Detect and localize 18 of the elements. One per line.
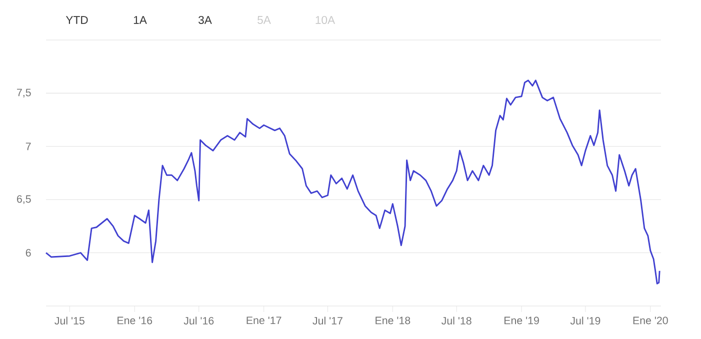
x-tick-label: Ene '16 (118, 316, 152, 324)
x-tick-label: Ene '18 (376, 316, 410, 324)
x-tick-label: Ene '20 (633, 316, 668, 324)
y-tick-label: 6,5 (17, 195, 31, 204)
text: YTD (66, 16, 88, 24)
x-tick-label: Jul '16 (184, 316, 214, 325)
x-tick-label: Jul '17 (312, 316, 342, 325)
text: 3A (198, 16, 212, 24)
x-tick-label: Ene '17 (246, 316, 282, 324)
x-tick-label: Jul '19 (570, 316, 600, 325)
y-tick-label: 6 (26, 249, 31, 257)
y-tick-label: 7,5 (17, 88, 31, 98)
text: 1A (134, 16, 147, 24)
line-series (45, 80, 660, 284)
x-tick-label: Ene '19 (504, 316, 539, 324)
y-tick-label: 7 (26, 142, 31, 150)
x-tick-label: Jul '15 (54, 316, 84, 325)
x-tick-label: Jul '18 (442, 316, 472, 325)
